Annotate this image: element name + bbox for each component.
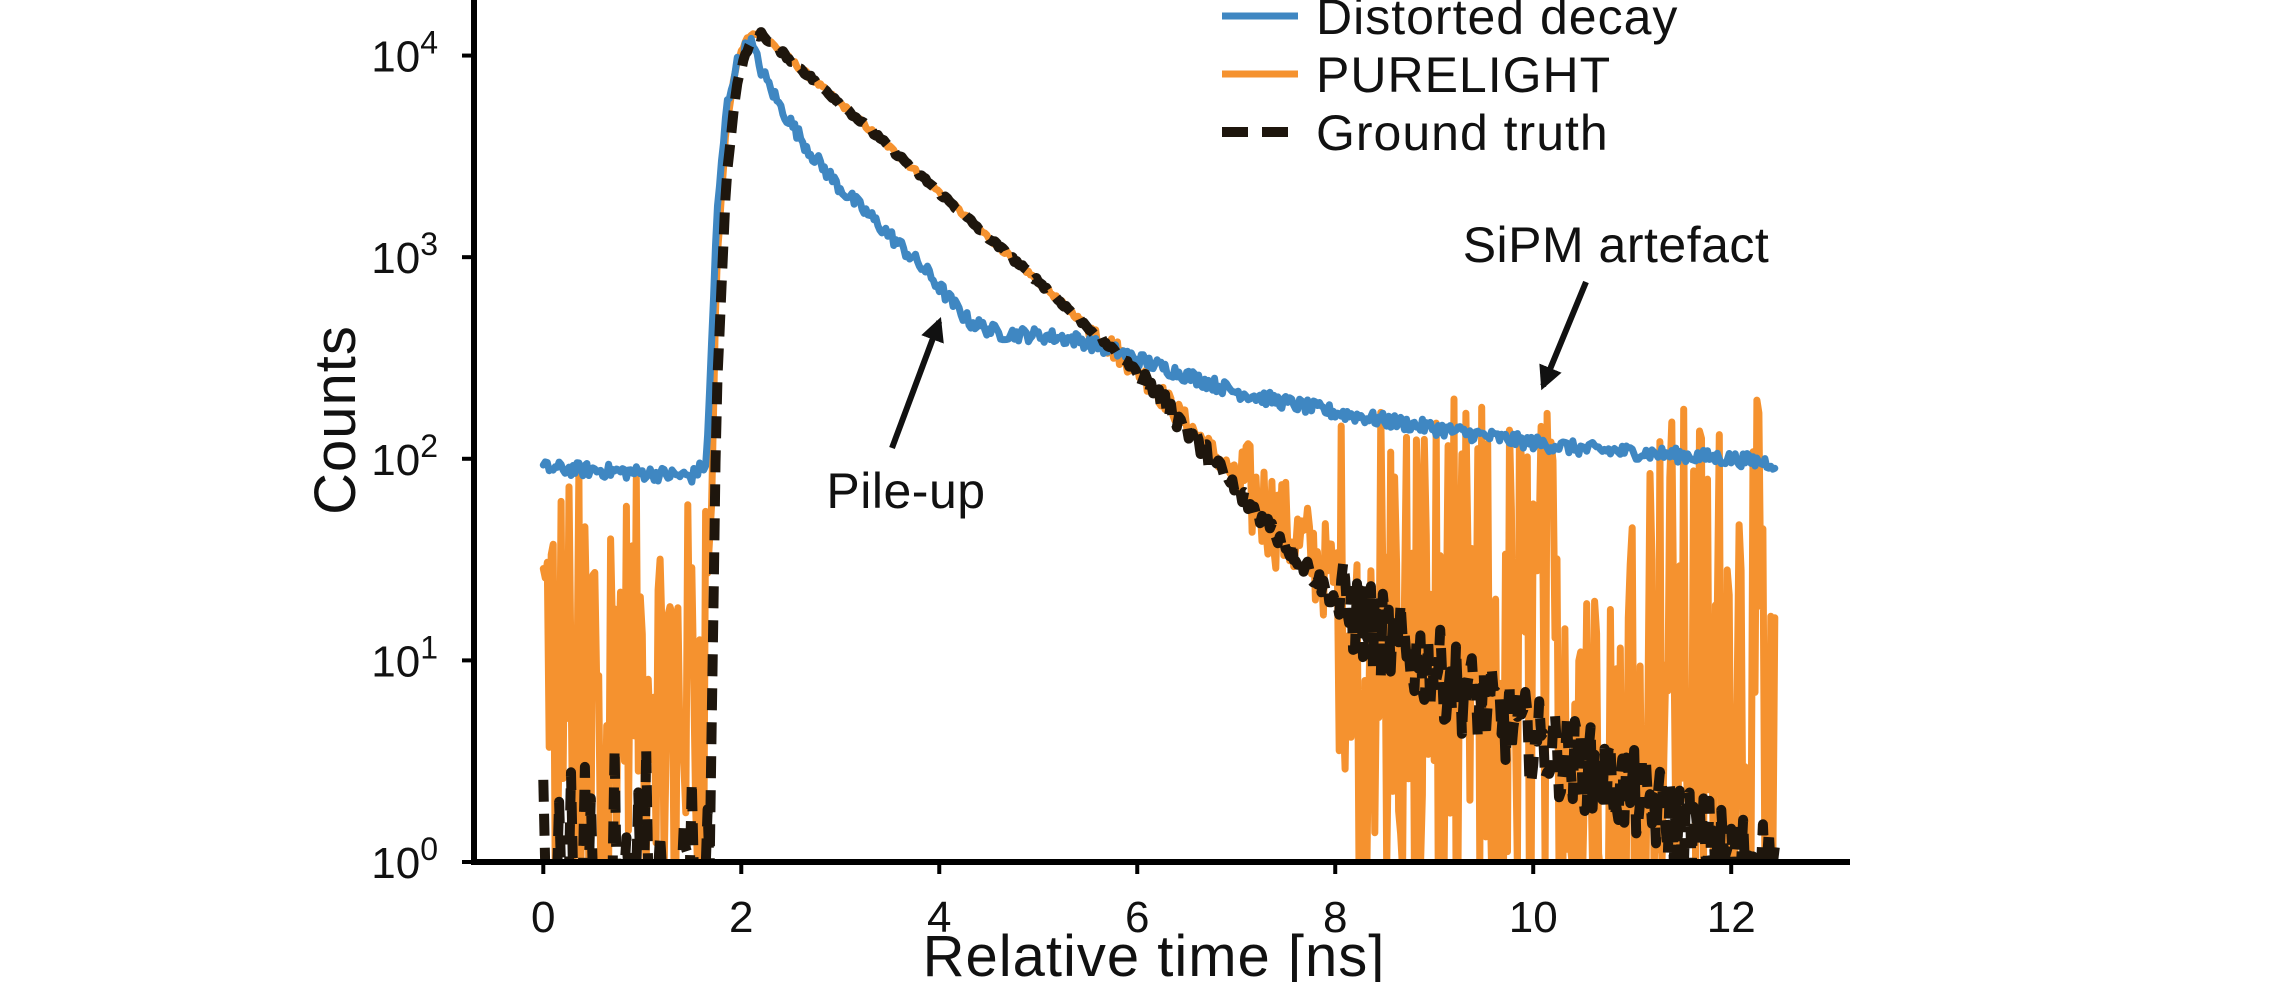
y-tick-label: 104 [371,25,438,82]
legend-item-ground-truth: Ground truth [1222,105,1609,161]
annotation-label: SiPM artefact [1463,217,1770,273]
series-line-ground-truth [538,27,1780,862]
x-tick-label: 8 [1323,893,1347,942]
x-tick-label: 12 [1707,893,1756,942]
annotation-pile-up: Pile-up [826,316,985,519]
x-tick-label: 2 [729,893,753,942]
x-tick-label: 6 [1125,893,1149,942]
legend-item-purelight: PURELIGHT [1222,47,1611,103]
legend-label: PURELIGHT [1316,47,1611,103]
y-tick-label: 102 [371,428,438,485]
x-tick-label: 0 [531,893,555,942]
annotation-arrow [889,316,944,450]
annotation-label: Pile-up [826,463,985,519]
annotation-sipm-artefact: SiPM artefact [1463,217,1770,391]
y-tick-label: 103 [371,226,438,283]
x-tick-label: 10 [1509,893,1558,942]
legend-label: Distorted decay [1316,0,1678,45]
x-tick-label: 4 [927,893,951,942]
series-layer [538,27,1780,862]
y-tick-label: 101 [371,629,438,686]
legend-item-distorted-decay: Distorted decay [1222,0,1678,45]
y-tick-label: 100 [371,831,438,888]
annotations-layer: Pile-up SiPM artefact [826,217,1770,519]
annotation-arrow [1539,280,1589,391]
y-axis-title: Counts [303,325,368,515]
legend-label: Ground truth [1316,105,1609,161]
axes-layer: 0 2 4 6 8 10 12 100 101 102 103 104 [371,0,1850,942]
x-axis-title: Relative time [ns] [923,924,1386,982]
